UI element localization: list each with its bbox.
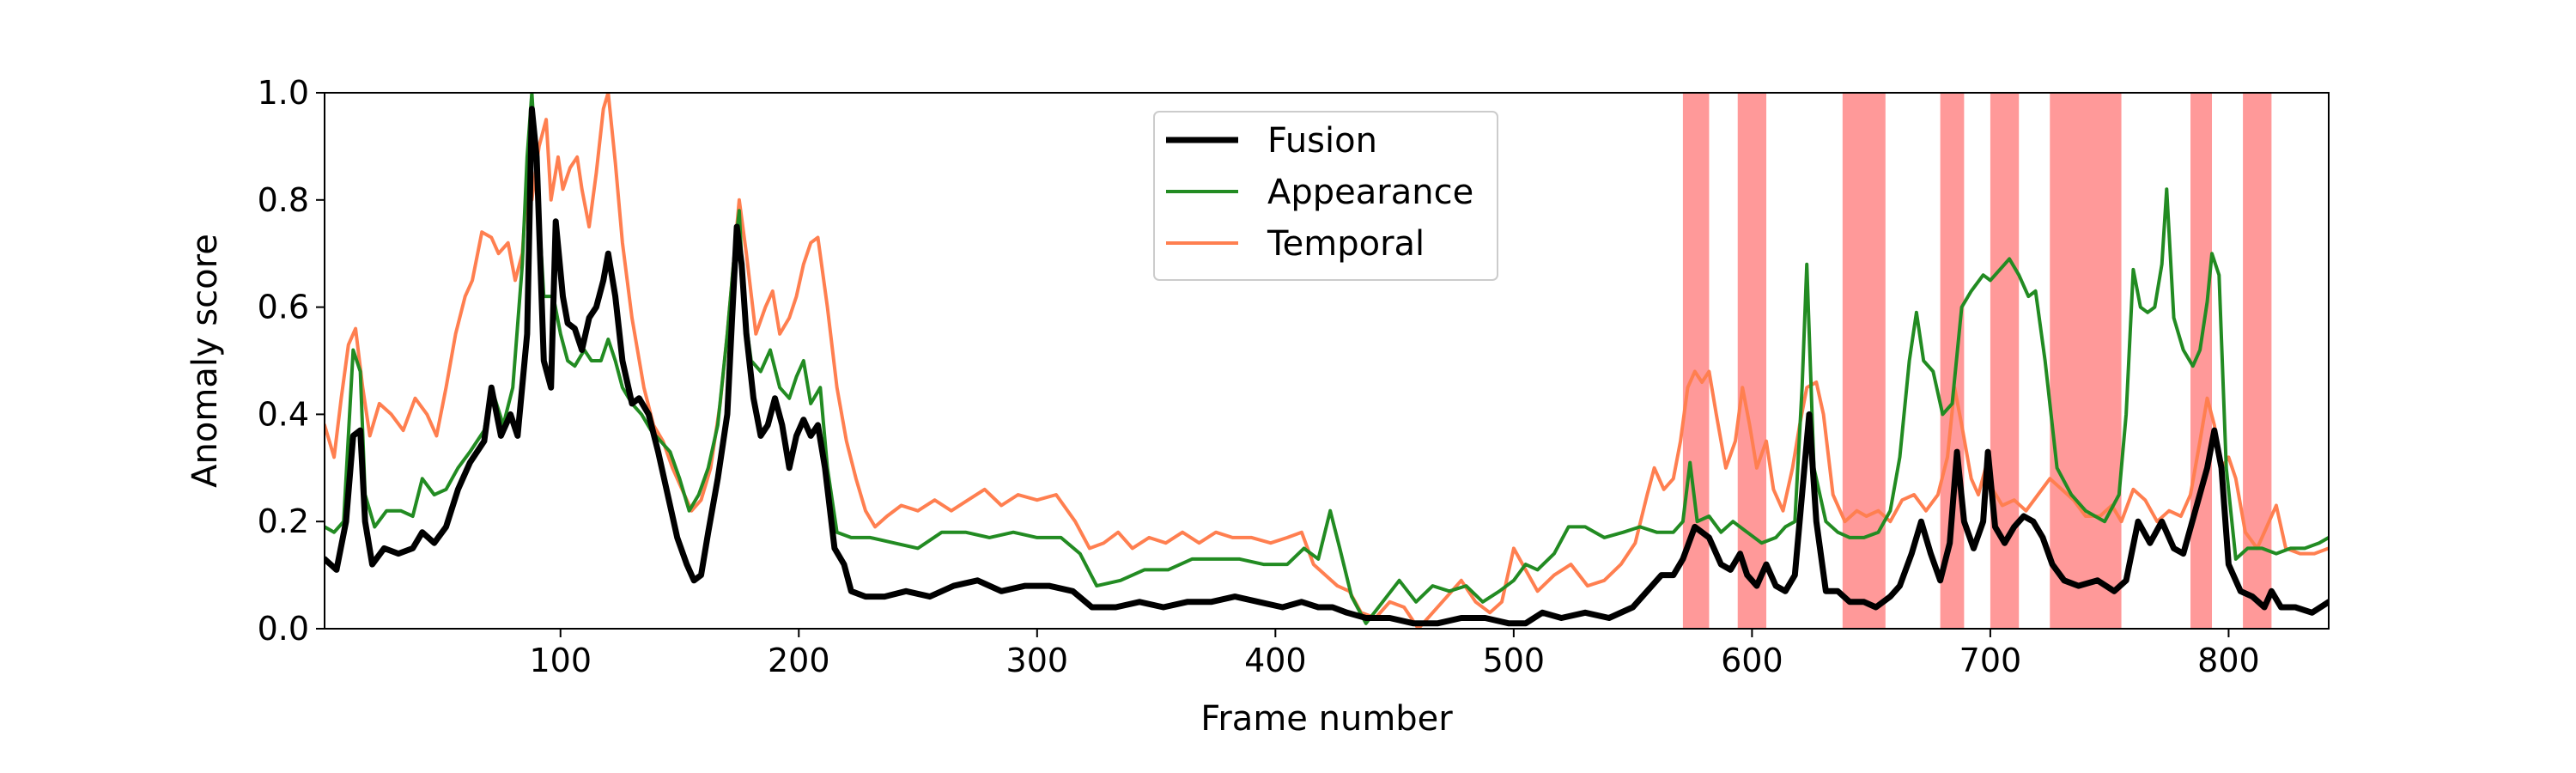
plot-frame	[324, 92, 2330, 630]
x-tick-label: 600	[1721, 642, 1783, 679]
series-line-fusion	[325, 106, 2329, 627]
x-tick-label: 400	[1244, 642, 1307, 679]
legend: Fusion Appearance Temporal	[1153, 111, 1498, 281]
legend-label-fusion: Fusion	[1267, 121, 1377, 161]
x-tick-label: 100	[529, 642, 592, 679]
legend-label-appearance: Appearance	[1267, 173, 1473, 212]
anomaly-band-5	[1990, 93, 2020, 629]
series-lines	[325, 93, 2329, 629]
y-axis-ticks: 0.0 0.2 0.4 0.6 0.8 1.0	[258, 74, 325, 648]
x-tick-label: 500	[1483, 642, 1546, 679]
y-tick-label: 0.0	[258, 610, 309, 648]
y-axis-label: Anomaly score	[185, 234, 225, 488]
anomaly-band-8	[2243, 93, 2272, 629]
anomaly-band-3	[1842, 93, 1886, 629]
x-tick-label: 700	[1959, 642, 2022, 679]
x-tick-label: 800	[2197, 642, 2260, 679]
anomaly-band-2	[1737, 93, 1767, 629]
x-tick-label: 300	[1006, 642, 1069, 679]
y-tick-label: 1.0	[258, 74, 309, 112]
x-axis-ticks: 100 200 300 400 500 600 700 800	[529, 629, 2260, 679]
x-tick-label: 200	[768, 642, 830, 679]
legend-label-temporal: Temporal	[1267, 224, 1425, 264]
anomaly-band-4	[1940, 93, 1965, 629]
x-axis-label: Frame number	[1200, 699, 1453, 739]
y-tick-label: 0.8	[258, 181, 309, 219]
y-tick-label: 0.4	[258, 395, 309, 433]
legend-box	[1153, 111, 1498, 281]
y-tick-label: 0.2	[258, 502, 309, 540]
anomaly-band-6	[2050, 93, 2122, 629]
y-tick-label: 0.6	[258, 289, 309, 326]
